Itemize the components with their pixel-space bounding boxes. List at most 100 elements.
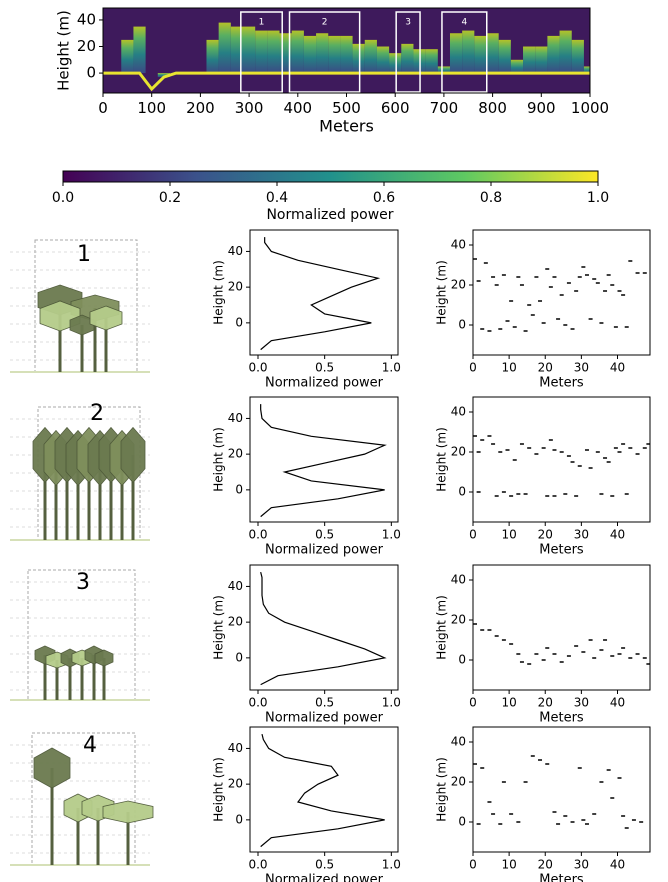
y-tick-label: 0 bbox=[86, 64, 96, 82]
illustration-label: 1 bbox=[77, 242, 91, 267]
x-tick-label: 1.0 bbox=[382, 527, 401, 541]
trunk bbox=[58, 316, 62, 372]
x-tick-label: 40 bbox=[610, 857, 625, 871]
x-tick-label: 30 bbox=[574, 360, 589, 374]
trunk bbox=[96, 808, 100, 865]
colorbar bbox=[62, 170, 599, 183]
x-axis-label: Normalized power bbox=[265, 711, 384, 726]
x-tick-label: 0 bbox=[98, 99, 108, 117]
x-tick-label: 0.0 bbox=[248, 857, 267, 871]
y-tick-label: 40 bbox=[228, 244, 243, 258]
frame bbox=[102, 7, 591, 94]
x-tick-label: 10 bbox=[501, 360, 516, 374]
canopy-cell bbox=[523, 46, 536, 74]
frame bbox=[249, 229, 399, 356]
illustration-label: 2 bbox=[90, 401, 104, 426]
canopy-cell bbox=[559, 30, 572, 74]
x-tick-label: 300 bbox=[235, 99, 264, 117]
region-box bbox=[288, 11, 361, 93]
x-tick-label: 1.0 bbox=[587, 190, 609, 206]
y-tick-label: 20 bbox=[451, 775, 466, 789]
x-tick-label: 800 bbox=[478, 99, 507, 117]
x-tick-label: 1000 bbox=[571, 99, 609, 117]
x-tick-label: 1.0 bbox=[382, 360, 401, 374]
x-axis-label: Meters bbox=[539, 873, 584, 882]
x-tick-label: 40 bbox=[610, 360, 625, 374]
canopy-cell bbox=[340, 35, 353, 74]
crown bbox=[89, 305, 123, 331]
canopy-cell bbox=[474, 35, 487, 74]
frame bbox=[249, 396, 399, 523]
x-tick-label: 10 bbox=[501, 857, 516, 871]
y-tick-label: 40 bbox=[228, 579, 243, 593]
trunk bbox=[50, 768, 54, 865]
y-tick-label: 20 bbox=[451, 445, 466, 459]
y-tick-label: 40 bbox=[228, 741, 243, 755]
x-tick-label: 0.8 bbox=[480, 190, 502, 206]
profile-line bbox=[260, 571, 387, 686]
tree-illustration: 2 bbox=[10, 401, 150, 541]
frame bbox=[249, 726, 399, 853]
x-tick-label: 0.4 bbox=[266, 190, 288, 206]
region-box bbox=[395, 11, 421, 93]
canopy-cell bbox=[510, 59, 524, 74]
canopy-cell bbox=[157, 73, 170, 78]
x-tick-label: 200 bbox=[186, 99, 215, 117]
trunk bbox=[68, 658, 72, 700]
y-tick-label: 40 bbox=[228, 411, 243, 425]
trunk bbox=[76, 808, 80, 865]
trunk bbox=[131, 455, 135, 540]
y-tick-label: 0 bbox=[458, 485, 466, 499]
x-tick-label: 0.6 bbox=[373, 190, 395, 206]
x-tick-label: 0.5 bbox=[315, 857, 334, 871]
illustration-label: 4 bbox=[83, 733, 97, 758]
canopy-cell bbox=[449, 33, 463, 74]
y-tick-label: 20 bbox=[77, 37, 96, 55]
canopy-cell bbox=[376, 46, 390, 74]
y-tick-label: 40 bbox=[451, 405, 466, 419]
trunk bbox=[92, 655, 96, 700]
y-axis-label: Height (m) bbox=[211, 427, 225, 492]
y-tick-label: 0 bbox=[458, 318, 466, 332]
trunk bbox=[54, 458, 58, 540]
frame bbox=[472, 229, 651, 356]
crown bbox=[33, 747, 71, 789]
x-axis-label: Normalized power bbox=[265, 543, 384, 558]
canopy-cell bbox=[218, 22, 231, 74]
y-tick-label: 0 bbox=[235, 482, 243, 496]
y-axis-label: Height (m) bbox=[434, 427, 448, 492]
trunk bbox=[43, 655, 47, 700]
x-tick-label: 20 bbox=[538, 857, 553, 871]
x-tick-label: 0.0 bbox=[248, 360, 267, 374]
canopy-cell bbox=[291, 30, 304, 74]
y-tick-label: 0 bbox=[235, 650, 243, 664]
x-tick-label: 30 bbox=[574, 857, 589, 871]
tree-illustration: 4 bbox=[10, 732, 154, 866]
x-tick-label: 30 bbox=[574, 695, 589, 709]
y-tick-label: 40 bbox=[451, 735, 466, 749]
region-label: 4 bbox=[461, 18, 467, 28]
y-axis-label: Height (m) bbox=[211, 757, 225, 822]
y-tick-label: 20 bbox=[228, 777, 243, 791]
tree-illustration: 1 bbox=[10, 239, 150, 373]
ground-line bbox=[103, 71, 590, 92]
heatmap-cells bbox=[103, 22, 590, 92]
x-tick-label: 40 bbox=[610, 695, 625, 709]
x-axis-label: Meters bbox=[539, 376, 584, 391]
x-tick-label: 0 bbox=[469, 360, 477, 374]
trunk bbox=[93, 308, 97, 372]
trunk bbox=[65, 455, 69, 540]
x-tick-label: 0.5 bbox=[315, 527, 334, 541]
trunk bbox=[109, 455, 113, 540]
trunk bbox=[98, 458, 102, 540]
canopy-cell bbox=[486, 33, 499, 74]
y-tick-label: 20 bbox=[228, 280, 243, 294]
x-tick-label: 0.0 bbox=[52, 190, 74, 206]
canopy-cell bbox=[583, 66, 590, 74]
trunk bbox=[126, 812, 130, 865]
canopy-cell bbox=[498, 39, 511, 74]
x-axis-label: Meters bbox=[539, 711, 584, 726]
canopy-cell bbox=[364, 39, 377, 74]
